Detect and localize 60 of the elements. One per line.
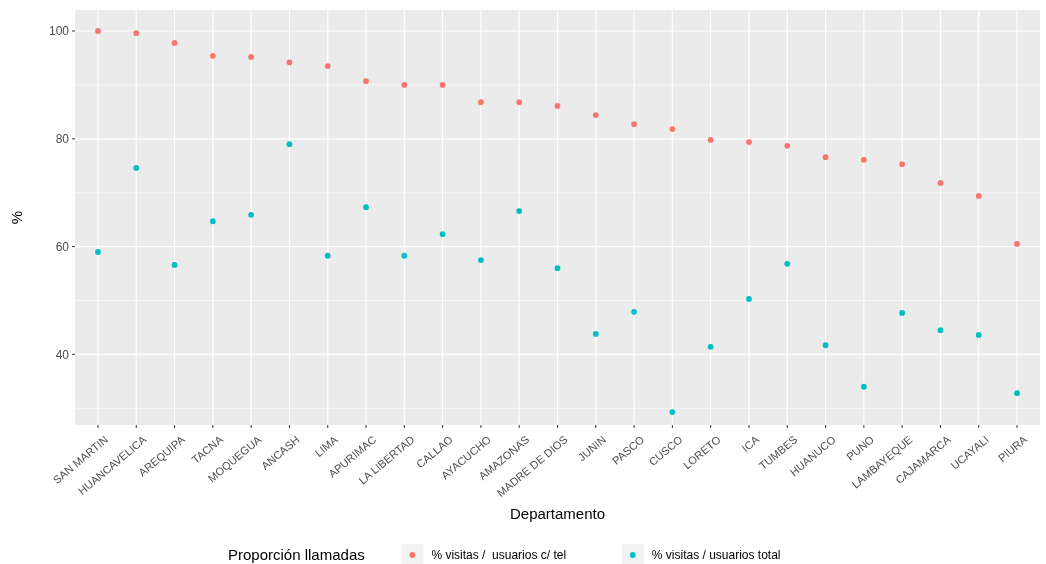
y-tick-label: 100 bbox=[48, 24, 70, 39]
point bbox=[209, 52, 216, 59]
point bbox=[631, 308, 637, 315]
point bbox=[592, 112, 599, 118]
point bbox=[975, 332, 982, 338]
point bbox=[975, 193, 982, 199]
point bbox=[401, 82, 408, 88]
point bbox=[516, 208, 523, 214]
point bbox=[822, 342, 829, 349]
point bbox=[286, 59, 293, 66]
point bbox=[516, 99, 523, 106]
point bbox=[937, 327, 944, 334]
point bbox=[860, 383, 867, 390]
point bbox=[669, 126, 676, 132]
point bbox=[631, 121, 637, 128]
point bbox=[746, 295, 752, 302]
y-tick-label: 40 bbox=[55, 347, 70, 362]
point bbox=[669, 409, 676, 415]
point bbox=[324, 63, 331, 69]
y-axis-title: % bbox=[8, 210, 25, 225]
legend-label: % visitas / usuarios c/ tel bbox=[431, 548, 567, 563]
point bbox=[286, 141, 293, 148]
point bbox=[822, 154, 829, 161]
legend-label: % visitas / usuarios total bbox=[651, 548, 781, 563]
point bbox=[1014, 241, 1020, 247]
point bbox=[95, 28, 101, 34]
x-axis-title: Departamento bbox=[509, 505, 606, 522]
point bbox=[171, 262, 178, 268]
point bbox=[707, 343, 714, 350]
point bbox=[363, 204, 369, 211]
point bbox=[899, 310, 906, 316]
point bbox=[746, 139, 752, 145]
point bbox=[784, 142, 791, 149]
point bbox=[784, 260, 791, 267]
point bbox=[133, 30, 140, 37]
point bbox=[439, 82, 446, 88]
point bbox=[439, 231, 446, 238]
point bbox=[248, 54, 255, 60]
point bbox=[554, 103, 561, 109]
point bbox=[937, 180, 944, 186]
point bbox=[707, 137, 714, 143]
point bbox=[478, 99, 484, 106]
y-tick-label: 80 bbox=[55, 132, 70, 147]
point bbox=[171, 39, 178, 46]
point bbox=[554, 265, 561, 272]
point bbox=[899, 161, 906, 168]
point bbox=[248, 211, 255, 218]
legend-title: Proporción llamadas bbox=[228, 546, 365, 564]
point bbox=[401, 252, 408, 259]
point bbox=[1014, 390, 1020, 397]
y-tick-label: 60 bbox=[55, 239, 70, 254]
point bbox=[95, 249, 101, 255]
x-tick-label: ICA bbox=[739, 432, 762, 455]
point bbox=[209, 218, 216, 225]
point bbox=[860, 156, 867, 163]
point bbox=[133, 165, 140, 171]
point bbox=[324, 252, 331, 259]
point bbox=[478, 257, 484, 263]
point bbox=[363, 78, 369, 85]
point bbox=[592, 331, 599, 337]
